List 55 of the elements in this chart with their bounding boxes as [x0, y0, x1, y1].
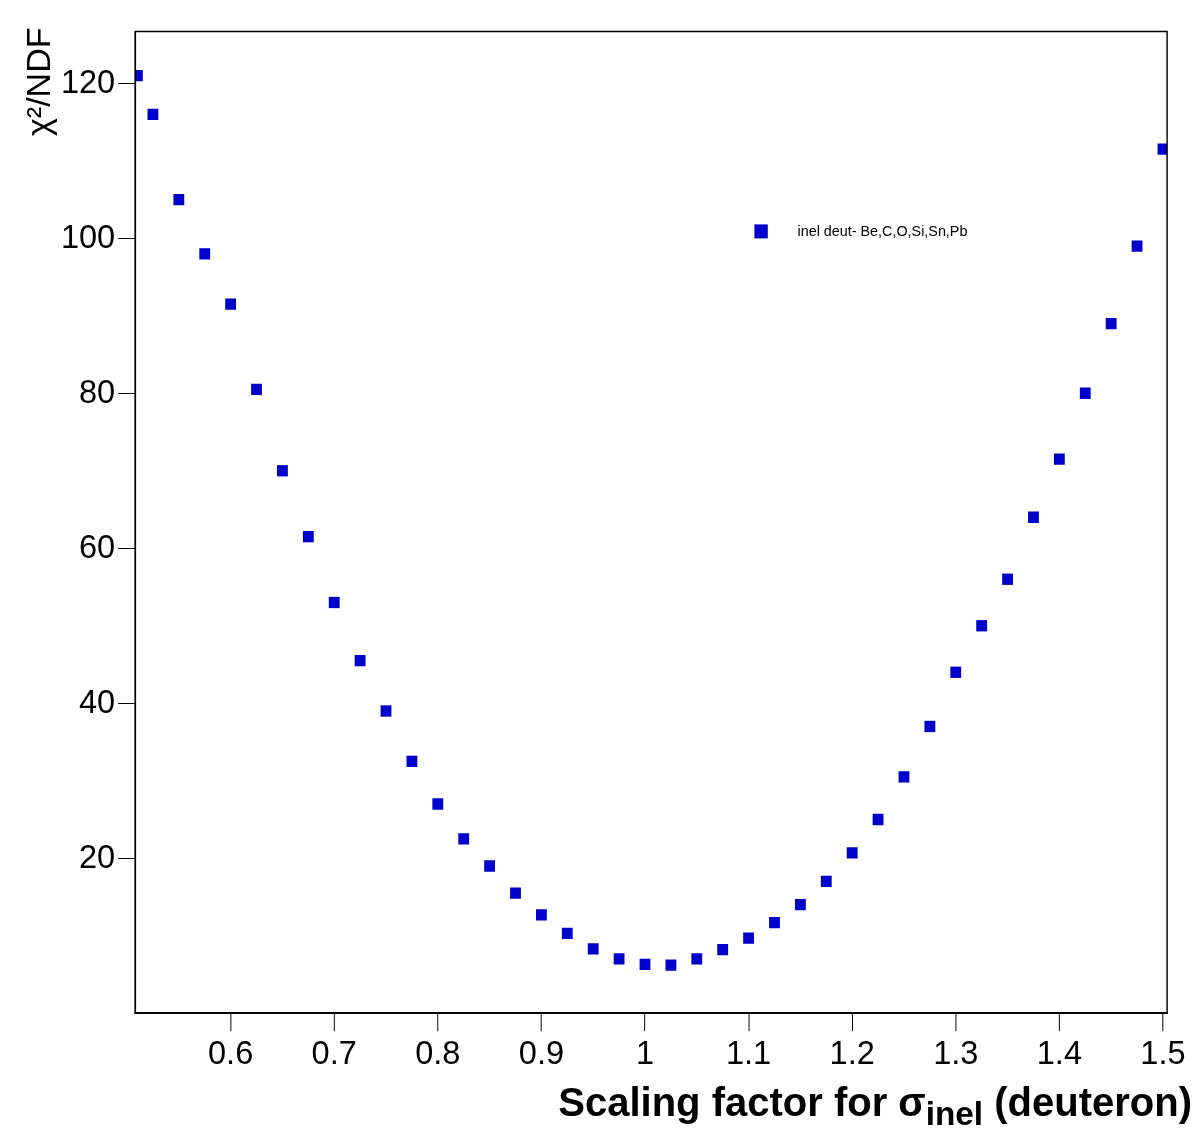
- point: [665, 959, 677, 971]
- y-tick-label: 100: [60, 217, 116, 255]
- point: [432, 798, 444, 810]
- point: [950, 666, 962, 678]
- x-tick-label: 1.5: [1140, 1033, 1186, 1072]
- x-tick-label: 1.3: [933, 1033, 979, 1072]
- x-tick-label: 0.7: [311, 1033, 357, 1072]
- point: [277, 465, 288, 477]
- point: [613, 953, 625, 965]
- point: [199, 248, 211, 260]
- point: [1131, 240, 1143, 252]
- point: [484, 860, 496, 872]
- y-tick-label: 20: [79, 836, 116, 875]
- x-tick-label: 0.6: [208, 1033, 254, 1072]
- point: [458, 833, 470, 845]
- point: [846, 847, 858, 859]
- x-tick-label: 1.1: [725, 1033, 772, 1072]
- point: [976, 620, 988, 632]
- point: [354, 654, 366, 667]
- point: [1002, 573, 1013, 585]
- point: [1053, 453, 1065, 465]
- point: [587, 943, 599, 955]
- point: [1028, 511, 1039, 523]
- y-tick-label: 80: [79, 372, 116, 410]
- x-axis-title: Scaling factor for σ$_{inel}$ (deuteron): [558, 1080, 1192, 1133]
- point: [769, 916, 780, 929]
- point: [820, 875, 832, 888]
- point: [1105, 317, 1117, 330]
- point: [535, 909, 547, 921]
- point: [328, 596, 340, 609]
- point: [924, 720, 936, 733]
- y-tick-label: 120: [60, 62, 116, 100]
- point: [1079, 387, 1091, 399]
- point: [302, 530, 314, 543]
- legend-label: inel deut- Be,C,O,Si,Sn,Pb: [797, 222, 968, 239]
- point: [251, 383, 262, 396]
- point: [561, 927, 573, 940]
- y-tick-label: 40: [79, 681, 116, 720]
- x-tick-label: 1.4: [1036, 1033, 1082, 1072]
- x-tick-label: 1.2: [829, 1033, 875, 1072]
- x-tick-label: 0.9: [518, 1033, 565, 1072]
- point: [794, 899, 806, 911]
- point: [691, 953, 703, 965]
- y-tick-label: 60: [79, 526, 116, 565]
- point: [225, 298, 237, 310]
- point: [717, 944, 729, 956]
- point: [380, 705, 392, 717]
- point: [173, 193, 185, 206]
- y-axis-title: χ²/NDF: [18, 27, 58, 138]
- point: [743, 932, 754, 944]
- x-tick-label: 1: [635, 1033, 655, 1072]
- point: [406, 755, 418, 768]
- point: [898, 771, 910, 783]
- point: [510, 887, 521, 899]
- x-tick-label: 0.8: [415, 1033, 461, 1072]
